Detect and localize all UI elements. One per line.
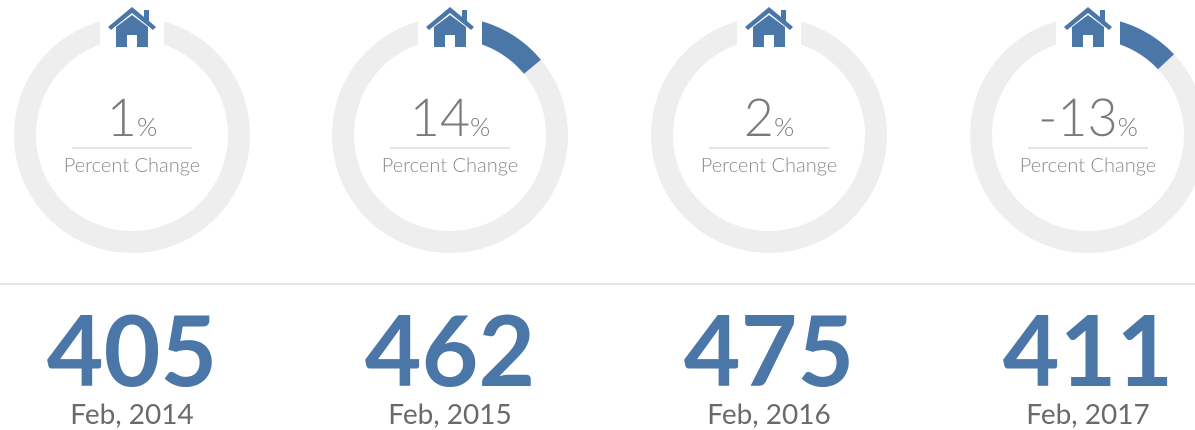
percent-text: 14% — [410, 86, 491, 148]
percent-text: 1% — [107, 86, 157, 148]
caption: Percent Change — [382, 153, 518, 177]
house-icon — [108, 7, 156, 47]
caption: Percent Change — [701, 153, 837, 177]
caption: Percent Change — [64, 153, 200, 177]
big-value: 405 — [47, 289, 218, 407]
house-icon — [745, 7, 793, 47]
big-value: 411 — [1003, 289, 1174, 407]
percent-value: 2 — [744, 86, 774, 148]
house-icon — [426, 7, 474, 47]
percent-text: 2% — [744, 86, 794, 148]
big-value: 475 — [684, 289, 855, 407]
date: Feb, 2016 — [707, 396, 831, 430]
percent-text: -13% — [1038, 86, 1138, 148]
percent-value: 1 — [107, 86, 137, 148]
percent-value: -13 — [1038, 86, 1118, 148]
date: Feb, 2017 — [1026, 396, 1150, 430]
percent-unit: % — [137, 110, 157, 142]
big-value: 462 — [365, 289, 536, 407]
date: Feb, 2015 — [388, 396, 512, 430]
percent-unit: % — [470, 110, 490, 142]
percent-unit: % — [774, 110, 794, 142]
percent-value: 14 — [410, 86, 470, 148]
caption: Percent Change — [1020, 153, 1156, 177]
percent-unit: % — [1118, 110, 1138, 142]
house-icon — [1064, 7, 1112, 47]
date: Feb, 2014 — [70, 396, 194, 430]
